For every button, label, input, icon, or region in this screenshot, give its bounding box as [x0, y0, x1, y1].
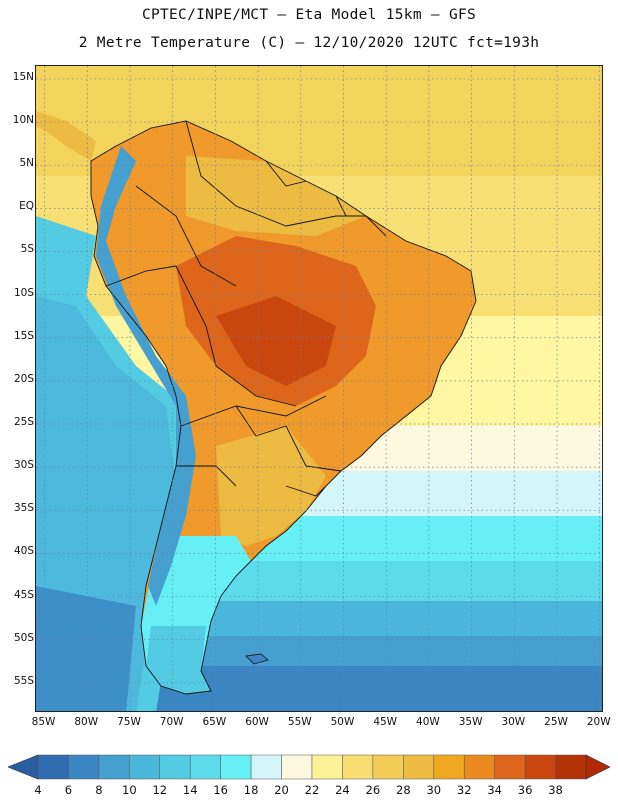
latitude-tick-label: EQ: [19, 200, 34, 213]
patagonia-south-region: [146, 626, 211, 694]
longitude-tick-label: 70W: [159, 716, 184, 728]
latitude-tick-label: 55S: [13, 674, 34, 687]
latitude-tick-label: 20S: [13, 372, 34, 385]
latitude-tick-label: 5S: [20, 243, 34, 256]
colorbar-tick-label: 4: [34, 783, 42, 797]
amazon-mild-region: [186, 156, 366, 236]
latitude-tick-label: 5N: [19, 157, 34, 170]
colorbar-swatch: [433, 754, 465, 780]
map-subtitle: 2 Metre Temperature (C) – 12/10/2020 12U…: [78, 35, 540, 51]
colorbar-tick-label: 18: [243, 783, 259, 797]
colorbar-swatch: [372, 754, 404, 780]
map-canvas: [36, 66, 602, 711]
temperature-map[interactable]: [35, 65, 603, 712]
latitude-tick-label: 15N: [12, 70, 34, 83]
latitude-tick-label: 50S: [13, 631, 34, 644]
longitude-tick-label: 60W: [245, 716, 269, 728]
colorbar-tick-label: 8: [95, 783, 103, 797]
latitude-tick-label: 35S: [13, 502, 34, 515]
colorbar-tick-label: 12: [152, 783, 168, 797]
colorbar-tick-label: 16: [213, 783, 228, 797]
colorbar-swatch: [311, 754, 343, 780]
latitude-tick-label: 15S: [13, 329, 34, 342]
longitude-tick-label: 55W: [287, 716, 312, 728]
andes-cold-ridge: [96, 146, 196, 606]
colorbar-swatch: [220, 754, 252, 780]
colorbar-low-arrow: [8, 754, 39, 780]
colorbar-swatch: [98, 754, 130, 780]
longitude-tick-label: 85W: [31, 716, 56, 728]
map-title: CPTEC/INPE/MCT – Eta Model 15km – GFS: [141, 7, 477, 23]
colorbar-swatch: [159, 754, 191, 780]
colorbar-swatch: [129, 754, 161, 780]
colorbar-tick-label: 28: [396, 783, 411, 797]
colorbar-tick-label: 38: [548, 783, 563, 797]
colorbar-swatch: [463, 754, 495, 780]
colorbar-tick-label: 10: [122, 783, 137, 797]
falkland-islands: [245, 653, 269, 665]
colorbar-tick-label: 24: [335, 783, 350, 797]
longitude-tick-label: 35W: [458, 716, 483, 728]
interior-hottest-region: [216, 296, 336, 386]
colorbar-tick-label: 6: [64, 783, 73, 797]
longitude-tick-label: 45W: [373, 716, 398, 728]
colorbar-swatch: [189, 754, 221, 780]
colorbar-tick-label: 14: [182, 783, 198, 797]
colorbar-tick-label: 32: [456, 783, 472, 797]
longitude-tick-label: 30W: [501, 716, 526, 728]
longitude-tick-label: 65W: [202, 716, 227, 728]
colorbar-tick-label: 20: [274, 783, 289, 797]
latitude-tick-label: 10N: [12, 114, 34, 127]
longitude-tick-label: 80W: [74, 716, 99, 728]
longitude-tick-label: 40W: [416, 716, 440, 728]
colorbar-tick-label: 22: [304, 783, 320, 797]
latitude-tick-label: 25S: [13, 416, 34, 428]
central-america-land: [36, 111, 96, 161]
longitude-tick-label: 75W: [117, 716, 141, 728]
colorbar-swatch: [524, 754, 556, 780]
country-borders: [90, 120, 477, 695]
longitude-tick-label: 50W: [330, 716, 355, 728]
colorbar-tick-label: 26: [365, 783, 381, 797]
colorbar-swatch: [281, 754, 313, 780]
longitude-tick-label: 20W: [586, 716, 611, 728]
longitude-tick-label: 25W: [544, 716, 568, 728]
colorbar-swatch: [68, 754, 100, 780]
colorbar-swatch: [403, 754, 435, 780]
latitude-tick-label: 10S: [13, 286, 34, 299]
graticule: [36, 66, 602, 711]
colorbar-swatch: [250, 754, 282, 780]
colorbar-swatch: [342, 754, 374, 780]
latitude-tick-label: 40S: [13, 545, 34, 558]
colorbar-swatch: [555, 754, 587, 780]
colorbar-tick-label: 30: [426, 783, 442, 797]
colorbar-swatch: [37, 754, 69, 780]
colorbar-tick-label: 36: [517, 783, 533, 797]
colorbar-swatch: [494, 754, 526, 780]
colorbar-high-arrow: [585, 754, 610, 780]
colorbar: [8, 754, 610, 780]
southern-mild-region: [216, 426, 326, 546]
pacific-deep-cool: [36, 586, 136, 711]
latitude-tick-label: 45S: [13, 588, 34, 601]
latitude-tick-label: 30S: [13, 459, 34, 472]
colorbar-tick-label: 34: [487, 783, 502, 797]
